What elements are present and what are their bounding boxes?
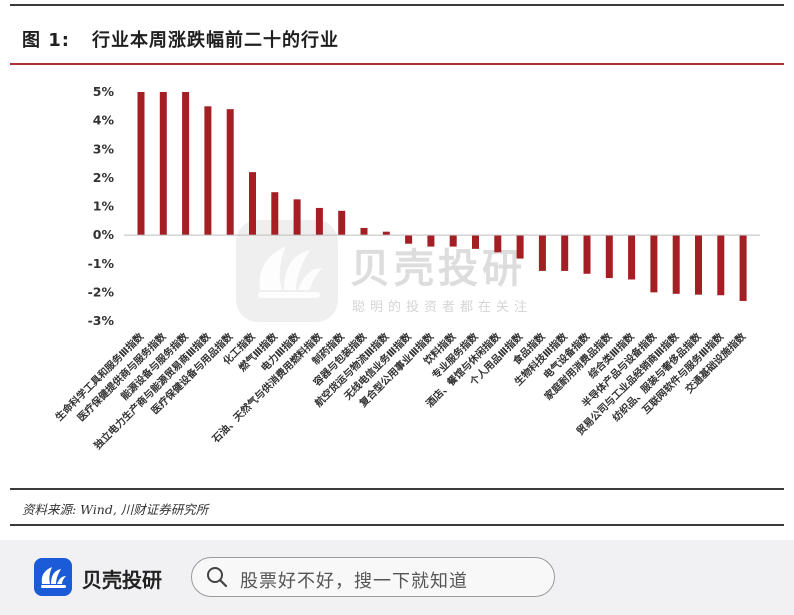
bar [159, 92, 167, 236]
bar [538, 235, 546, 271]
y-tick-label: 3% [93, 141, 115, 156]
top-rule [10, 4, 784, 6]
search-input-placeholder[interactable]: 股票好不好，搜一下就知道 [240, 571, 468, 592]
bar-chart: -3%-2%-1%0%1%2%3%4%5%生命科学工具和服务Ⅲ指数医疗保健提供商… [52, 84, 760, 452]
bar [605, 235, 613, 279]
bar [472, 235, 479, 249]
bar [427, 235, 435, 247]
watermark-slogan: 聪明的投资者都在关注 [352, 300, 533, 315]
bar [695, 235, 702, 295]
figure-card: 图 1: 行业本周涨跌幅前二十的行业 贝壳投研 聪明的投资者都在关注 -3% -2%… [10, 4, 784, 526]
y-tick-label: -2% [88, 284, 115, 299]
bar [717, 235, 725, 296]
bar [672, 235, 680, 294]
bar [628, 235, 636, 280]
watermark-logo [236, 220, 338, 322]
brand-name[interactable]: 贝壳投研 [82, 568, 162, 592]
app-footer: 贝壳投研 股票好不好，搜一下就知道 [0, 540, 794, 615]
bar [182, 92, 190, 236]
y-tick-label: -3% [88, 313, 115, 328]
bar [249, 172, 256, 236]
bar [204, 106, 212, 236]
figure-title-row: 图 1: 行业本周涨跌幅前二十的行业 [22, 26, 339, 52]
bar [739, 235, 747, 301]
bar [561, 235, 569, 271]
bar [360, 227, 368, 236]
bar [226, 109, 234, 236]
brand-logo-icon[interactable] [34, 558, 72, 596]
y-tick-label: 1% [93, 199, 115, 214]
source-note: 资料来源: Wind, 川财证券研究所 [22, 502, 209, 517]
y-tick-label: 4% [93, 113, 115, 128]
watermark-name: 贝壳投研 [350, 246, 526, 292]
source-rule [10, 488, 784, 490]
bottom-rule [10, 524, 784, 526]
bar [494, 235, 502, 253]
bar [449, 235, 457, 247]
bar [650, 235, 658, 293]
bar [293, 199, 301, 236]
title-rule [10, 63, 784, 65]
bar [405, 235, 413, 244]
search-bar[interactable]: 股票好不好，搜一下就知道 [191, 557, 555, 597]
y-tick-label: -1% [88, 256, 115, 271]
bar [271, 192, 279, 236]
bar [516, 235, 524, 259]
figure-title: 行业本周涨跌幅前二十的行业 [92, 30, 339, 51]
bar [583, 235, 591, 274]
y-tick-label: 5% [93, 84, 115, 99]
bar [338, 210, 346, 236]
figure-label: 图 1: [22, 30, 70, 51]
y-tick-label: 2% [93, 170, 115, 185]
search-icon [207, 567, 228, 588]
bar [137, 92, 145, 236]
bar [382, 231, 390, 236]
y-tick-label: 0% [93, 227, 115, 242]
bar [315, 207, 323, 236]
